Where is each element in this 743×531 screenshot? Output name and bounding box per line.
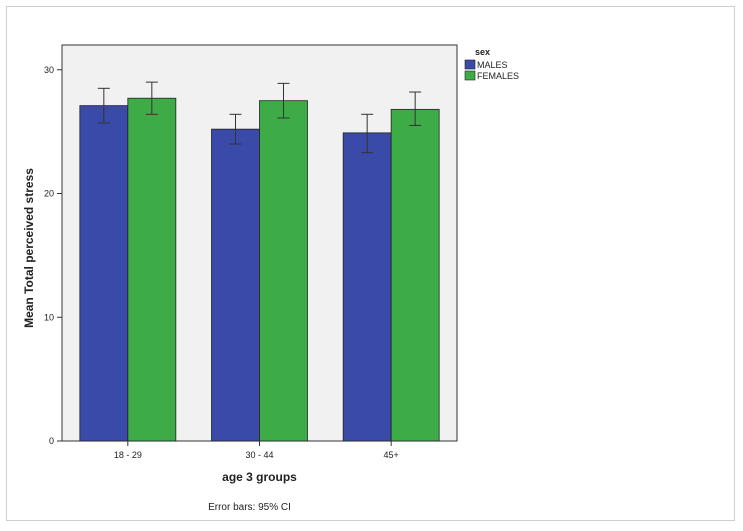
bars bbox=[79, 97, 440, 442]
error-bars bbox=[97, 81, 422, 154]
y-tick-label: 20 bbox=[44, 189, 54, 199]
x-axis-title: age 3 groups bbox=[222, 470, 297, 484]
y-tick-label: 30 bbox=[44, 65, 54, 75]
y-axis-title: Mean Total perceived stress bbox=[22, 168, 36, 328]
legend-title: sex bbox=[475, 47, 490, 57]
footnote: Error bars: 95% CI bbox=[208, 502, 291, 513]
axes: 18 - 29 30 - 44 45+ 0 10 20 30 bbox=[44, 65, 399, 460]
bar-males-2 bbox=[211, 128, 260, 442]
x-tick-label: 45+ bbox=[384, 450, 399, 460]
y-tick-label: 0 bbox=[49, 436, 54, 446]
bar-females-1 bbox=[127, 97, 177, 442]
bar-females-3 bbox=[390, 108, 440, 442]
legend-swatch-males bbox=[464, 59, 476, 70]
chart: 18 - 29 30 - 44 45+ 0 10 20 30 Mean Total perc… bbox=[22, 44, 519, 513]
bar-males-1 bbox=[79, 105, 129, 442]
legend-label-males: MALES bbox=[477, 60, 508, 70]
legend-label-females: FEMALES bbox=[477, 71, 519, 81]
y-tick-label: 10 bbox=[44, 312, 54, 322]
chart-frame: 18 - 29 30 - 44 45+ 0 10 20 30 Mean Total perc… bbox=[6, 6, 735, 521]
legend-swatch-females bbox=[464, 70, 476, 81]
x-tick-label: 30 - 44 bbox=[245, 450, 273, 460]
bar-females-2 bbox=[259, 100, 308, 442]
bar-males-3 bbox=[342, 132, 392, 442]
x-tick-label: 18 - 29 bbox=[114, 450, 142, 460]
